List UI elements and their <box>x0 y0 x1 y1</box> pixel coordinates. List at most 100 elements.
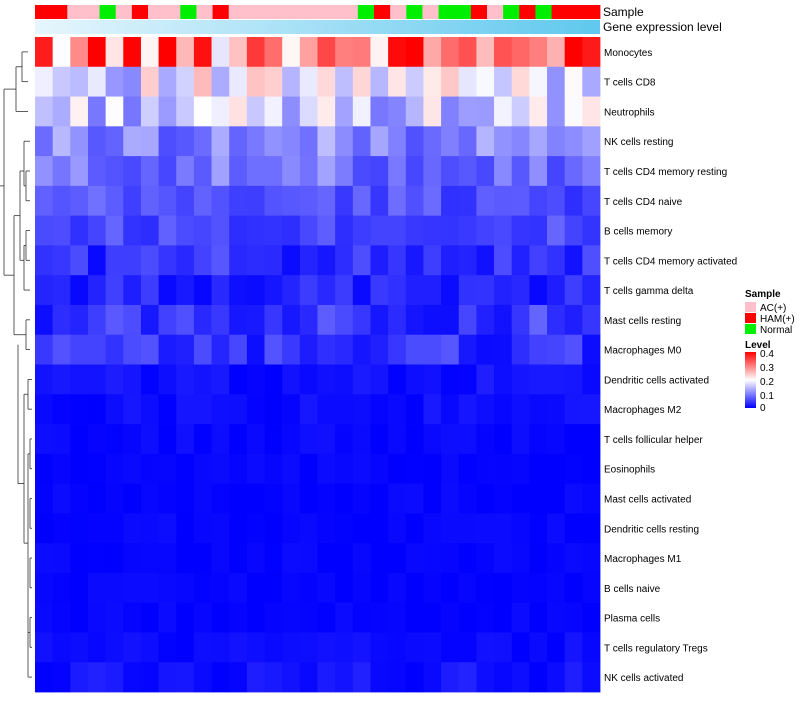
heatmap-cell <box>264 662 283 693</box>
heatmap-cell <box>476 37 495 68</box>
heatmap-cell <box>423 37 442 68</box>
heatmap-cell <box>388 215 407 246</box>
heatmap-cell <box>564 543 583 574</box>
heatmap-cell <box>299 662 318 693</box>
heatmap-cell <box>370 513 389 544</box>
heatmap-cell <box>476 245 495 276</box>
heatmap-cell <box>458 156 477 187</box>
heatmap-cell <box>35 334 54 365</box>
heatmap-cell <box>582 37 601 68</box>
heatmap-cell <box>423 662 442 693</box>
heatmap-cell <box>87 543 107 574</box>
row-label: T cells regulatory Tregs <box>604 643 708 654</box>
heatmap-cell <box>511 334 530 365</box>
heatmap-cell <box>264 394 283 425</box>
heatmap-cell <box>441 185 460 217</box>
heatmap-cell <box>140 543 159 574</box>
heatmap-cell <box>352 394 371 425</box>
heatmap-cell <box>405 513 424 544</box>
heatmap-cell <box>370 334 389 365</box>
heatmap-cell <box>299 513 318 544</box>
heatmap-cell <box>582 185 601 217</box>
heatmap-cell <box>246 483 265 514</box>
heatmap-cell <box>335 66 354 97</box>
heatmap-cell <box>547 156 566 187</box>
heatmap-cell <box>123 662 142 693</box>
heatmap-cell <box>70 632 89 663</box>
heatmap-cell <box>352 364 371 395</box>
heatmap-cell <box>547 126 566 157</box>
heatmap-cell <box>35 483 54 514</box>
heatmap-cell <box>458 662 477 693</box>
heatmap-cell <box>494 96 513 127</box>
heatmap-cell <box>193 364 212 395</box>
heatmap-cell <box>105 394 124 425</box>
heatmap-cell <box>335 275 354 306</box>
heatmap-cell <box>370 543 389 574</box>
heatmap-cell <box>299 66 318 97</box>
heatmap-cell <box>494 424 513 455</box>
heatmap-cell <box>158 364 177 395</box>
heatmap-cell <box>476 275 495 306</box>
heatmap-cell <box>458 215 477 246</box>
heatmap-cell <box>423 364 442 395</box>
heatmap-cell <box>352 275 371 306</box>
heatmap-cell <box>140 364 159 395</box>
heatmap-cell <box>582 96 601 127</box>
heatmap-cell <box>317 543 336 574</box>
heatmap-cell <box>582 602 601 633</box>
heatmap-cell <box>123 513 142 544</box>
heatmap-cell <box>405 632 424 663</box>
heatmap-cell <box>264 275 283 306</box>
heatmap-cell <box>511 394 530 425</box>
heatmap-cell <box>582 424 601 455</box>
heatmap-cell <box>458 96 477 127</box>
row-label: B cells memory <box>604 227 672 238</box>
heatmap-cell <box>388 245 407 276</box>
heatmap-cell <box>352 483 371 514</box>
heatmap-cell <box>388 126 407 157</box>
heatmap-cell <box>476 662 495 693</box>
heatmap-cell <box>405 245 424 276</box>
heatmap-cell <box>211 394 230 425</box>
heatmap-cell <box>423 215 442 246</box>
sample-annotation-cell <box>551 5 569 19</box>
heatmap-cell <box>35 513 54 544</box>
heatmap-cell <box>264 513 283 544</box>
heatmap-cell <box>70 96 89 127</box>
heatmap-cell <box>229 96 248 127</box>
row-label: NK cells resting <box>604 137 673 148</box>
sample-annotation-cell <box>519 5 536 19</box>
heatmap-cell <box>246 334 265 365</box>
heatmap-cell <box>193 275 212 306</box>
heatmap-cell <box>158 632 177 663</box>
heatmap-cell <box>123 453 142 484</box>
heatmap-cell <box>87 483 107 514</box>
heatmap-cell <box>264 156 283 187</box>
heatmap-cell <box>105 572 124 604</box>
heatmap-cell <box>511 215 530 246</box>
heatmap-cell <box>282 245 301 276</box>
heatmap-cell <box>476 632 495 663</box>
heatmap-cell <box>52 96 71 127</box>
heatmap-cell <box>335 543 354 574</box>
heatmap-cell <box>494 483 513 514</box>
heatmap-cell <box>476 66 495 97</box>
heatmap-cell <box>317 334 336 365</box>
heatmap-cell <box>52 662 71 693</box>
heatmap-cell <box>423 424 442 455</box>
heatmap-cell <box>458 245 477 276</box>
heatmap-cell <box>158 572 177 604</box>
heatmap-cell <box>158 334 177 365</box>
heatmap-cell <box>264 572 283 604</box>
heatmap-cell <box>211 364 230 395</box>
heatmap-cell <box>87 37 107 68</box>
heatmap-cell <box>529 185 548 217</box>
heatmap-cell <box>511 572 530 604</box>
heatmap-cell <box>441 334 460 365</box>
heatmap-cell <box>70 245 89 276</box>
heatmap-cell <box>582 483 601 514</box>
heatmap-cell <box>123 304 142 336</box>
heatmap-cell <box>388 185 407 217</box>
heatmap-cell <box>123 394 142 425</box>
